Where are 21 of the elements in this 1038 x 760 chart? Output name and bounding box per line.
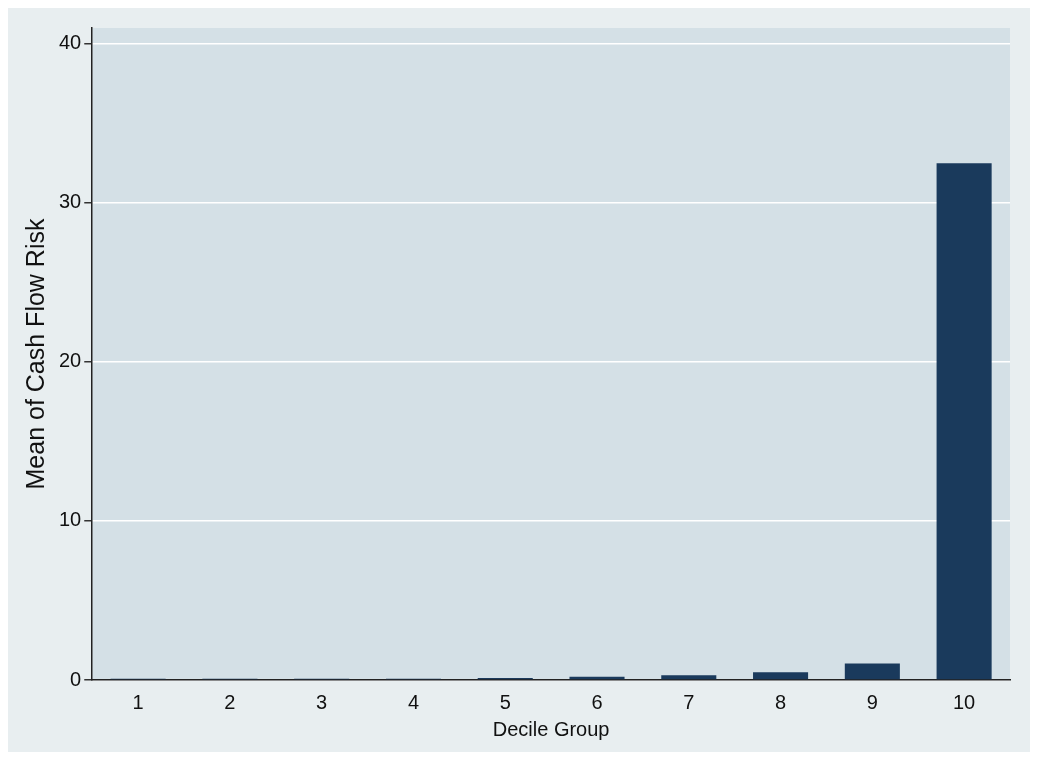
y-tick-label: 20 <box>59 349 82 372</box>
x-tick-label: 7 <box>683 690 695 713</box>
x-tick-label: 5 <box>499 690 511 713</box>
bar <box>844 663 900 680</box>
x-tick-label: 6 <box>591 690 603 713</box>
x-axis-title: Decile Group <box>492 717 610 740</box>
x-tick-label: 8 <box>775 690 787 713</box>
x-tick-label: 1 <box>132 690 144 713</box>
x-tick-label: 10 <box>952 690 976 713</box>
y-axis-title: Mean of Cash Flow Risk <box>20 218 49 490</box>
bar <box>661 675 717 680</box>
x-tick-label: 9 <box>866 690 878 713</box>
x-tick-label: 3 <box>316 690 328 713</box>
bar <box>753 672 809 680</box>
y-tick-label: 40 <box>59 31 82 54</box>
x-tick-label: 4 <box>407 690 420 713</box>
y-tick-label: 30 <box>59 190 82 213</box>
y-tick-label: 10 <box>59 508 82 531</box>
x-tick-label: 2 <box>224 690 236 713</box>
bar <box>936 163 992 680</box>
y-tick-label: 0 <box>70 667 82 690</box>
